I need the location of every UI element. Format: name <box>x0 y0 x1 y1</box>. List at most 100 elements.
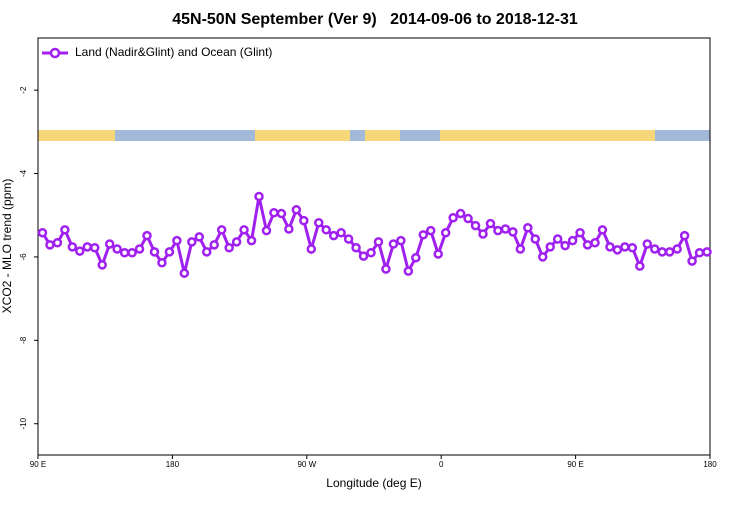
y-tick-label: -6 <box>19 253 28 261</box>
point <box>523 222 533 233</box>
point <box>373 237 384 247</box>
point <box>560 240 570 251</box>
point <box>425 225 436 236</box>
plot-frame <box>37 37 711 456</box>
point <box>478 229 488 239</box>
point <box>515 244 526 254</box>
point <box>164 247 175 257</box>
series-line <box>41 196 708 276</box>
y-tick-label: -2 <box>19 86 28 94</box>
point <box>575 227 585 238</box>
point <box>89 243 100 253</box>
land-strip <box>38 130 115 141</box>
point <box>403 266 414 276</box>
point <box>455 208 466 219</box>
point <box>500 224 511 234</box>
point <box>187 237 197 247</box>
point <box>493 225 503 236</box>
point <box>254 191 264 202</box>
point <box>336 227 346 238</box>
x-tick-label: 90 E <box>567 460 583 469</box>
point <box>328 230 339 241</box>
point <box>134 244 145 254</box>
point <box>209 240 219 250</box>
point <box>313 217 324 228</box>
point <box>45 240 55 250</box>
point <box>142 230 152 241</box>
point <box>351 243 361 253</box>
x-tick-label: 0 <box>439 460 444 469</box>
point <box>112 244 122 254</box>
point <box>239 225 249 235</box>
point <box>687 256 697 266</box>
point <box>396 235 406 246</box>
point <box>388 239 399 249</box>
point <box>433 249 443 259</box>
point <box>60 225 70 235</box>
point <box>627 243 638 253</box>
point <box>358 251 369 261</box>
point <box>366 248 376 258</box>
point <box>463 213 473 224</box>
legend-marker <box>49 47 61 59</box>
point <box>82 242 93 252</box>
x-tick-label: 90 W <box>297 460 316 469</box>
point <box>75 246 85 256</box>
x-axis-label: Longitude (deg E) <box>326 476 421 490</box>
y-tick-label: -10 <box>19 417 28 429</box>
point <box>582 240 593 250</box>
point <box>216 225 227 235</box>
point <box>418 230 429 240</box>
point <box>612 245 623 255</box>
land-strip <box>440 130 655 141</box>
y-tick-label: -8 <box>19 336 28 344</box>
point <box>508 227 518 237</box>
point <box>276 208 287 219</box>
point <box>537 252 548 262</box>
point <box>194 232 205 242</box>
land-strip <box>365 130 400 141</box>
chart-title: 45N-50N September (Ver 9) 2014-09-06 to … <box>172 11 578 28</box>
point <box>649 244 660 254</box>
point <box>470 220 481 231</box>
legend-label: Land (Nadir&Glint) and Ocean (Glint) <box>75 45 272 59</box>
point <box>261 225 272 236</box>
point <box>635 261 645 271</box>
point <box>448 212 458 223</box>
x-tick-label: 90 E <box>30 460 46 469</box>
point <box>149 247 160 257</box>
point <box>597 225 608 235</box>
point <box>97 260 107 270</box>
point <box>702 247 712 257</box>
point <box>284 224 294 234</box>
y-axis-label: XCO2 - MLO trend (ppm) <box>0 179 14 314</box>
point <box>605 242 615 252</box>
point <box>119 248 130 258</box>
y-tick-label: -4 <box>19 169 28 177</box>
point <box>343 234 354 244</box>
point <box>37 227 48 238</box>
point <box>246 235 257 246</box>
point <box>530 234 541 244</box>
point <box>201 247 212 257</box>
x-tick-label: 180 <box>703 460 717 469</box>
point <box>231 237 242 247</box>
point <box>269 207 279 218</box>
point <box>590 237 600 248</box>
point <box>224 243 234 253</box>
point <box>552 234 563 244</box>
land-strip <box>255 130 350 141</box>
point <box>657 247 667 257</box>
point <box>672 244 682 254</box>
point <box>620 242 630 252</box>
point <box>440 227 451 238</box>
point <box>567 235 578 246</box>
point <box>321 225 331 235</box>
point <box>127 248 137 258</box>
point <box>172 235 182 246</box>
point <box>664 247 675 257</box>
point <box>306 244 317 254</box>
point <box>67 242 78 252</box>
